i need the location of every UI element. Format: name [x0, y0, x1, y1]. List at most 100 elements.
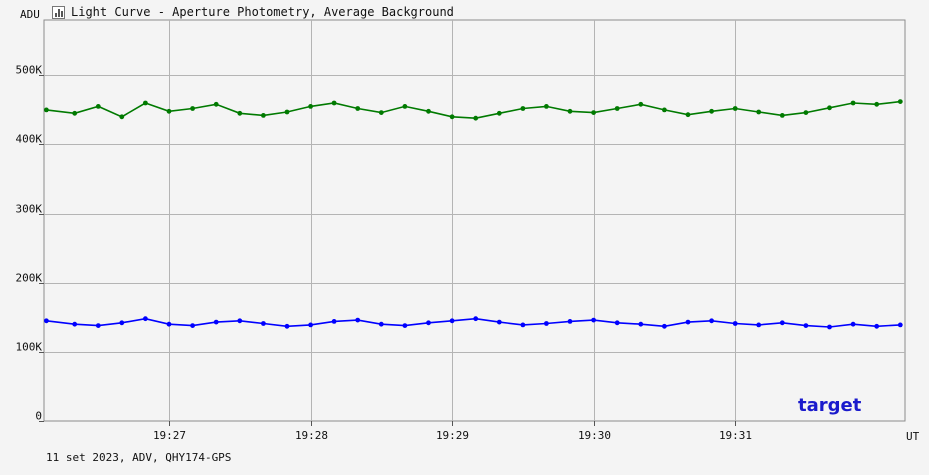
data-point: [850, 100, 856, 106]
data-point: [308, 322, 313, 328]
data-point: [496, 319, 502, 325]
data-point: [378, 321, 384, 327]
footer-caption: 11 set 2023, ADV, QHY174-GPS: [46, 451, 232, 464]
series-target: [44, 316, 903, 330]
data-point: [520, 322, 526, 328]
data-point: [803, 323, 809, 328]
data-point: [44, 107, 49, 113]
data-point: [449, 114, 455, 120]
series-layer: [44, 99, 903, 330]
data-point: [897, 99, 903, 104]
data-point: [732, 321, 738, 326]
grid-lines: [44, 20, 905, 421]
y-axis-ticks: 0 100K 200K 300K 400K 500K: [16, 64, 44, 423]
x-tick-label: 19:27: [153, 429, 186, 442]
data-point: [591, 317, 596, 323]
data-point: [614, 320, 620, 326]
chart-title-bar: Light Curve - Aperture Photometry, Avera…: [52, 3, 454, 21]
series-label-target: target: [798, 395, 862, 416]
data-point: [426, 108, 431, 114]
data-point: [756, 322, 762, 328]
data-point: [119, 320, 125, 326]
data-point: [473, 115, 479, 121]
data-point: [95, 104, 101, 109]
data-point: [72, 110, 78, 116]
data-point: [709, 318, 714, 324]
y-tick-label: 500K: [16, 64, 43, 77]
x-axis-ticks: 19:27 19:28 19:29 19:30 19:31: [153, 421, 752, 442]
data-point: [614, 106, 620, 111]
data-point: [237, 110, 243, 116]
x-tick-label: 19:29: [436, 429, 469, 442]
plot-area: [43, 19, 906, 422]
data-point: [166, 321, 172, 327]
data-point: [685, 112, 691, 118]
data-point: [779, 113, 785, 118]
data-point: [378, 110, 384, 115]
data-point: [143, 100, 148, 106]
x-tick-label: 19:28: [295, 429, 328, 442]
data-point: [331, 100, 337, 106]
x-tick-label: 19:31: [719, 429, 752, 442]
data-point: [355, 317, 361, 323]
data-point: [95, 323, 101, 328]
data-point: [732, 106, 738, 111]
data-point: [520, 106, 526, 111]
data-point: [567, 319, 573, 324]
data-point: [685, 319, 691, 325]
data-point: [662, 107, 667, 113]
data-point: [213, 319, 219, 325]
data-point: [662, 323, 667, 329]
data-point: [756, 109, 762, 115]
data-point: [874, 101, 880, 107]
data-point: [638, 101, 644, 107]
data-point: [567, 108, 573, 114]
data-point: [261, 113, 266, 118]
data-point: [284, 109, 290, 115]
data-point: [426, 320, 431, 326]
data-point: [709, 108, 714, 114]
data-point: [237, 318, 243, 324]
y-tick-label: 0: [35, 410, 42, 423]
data-point: [331, 319, 337, 324]
data-point: [119, 114, 125, 120]
data-point: [544, 321, 549, 326]
data-point: [874, 323, 880, 329]
data-point: [44, 318, 49, 324]
data-point: [190, 323, 196, 328]
data-point: [779, 320, 785, 326]
chart-icon[interactable]: [52, 5, 65, 19]
data-point: [402, 323, 408, 328]
chart-title: Light Curve - Aperture Photometry, Avera…: [71, 5, 454, 19]
y-axis-unit: ADU: [20, 8, 40, 21]
y-tick-label: 100K: [16, 341, 43, 354]
data-point: [284, 323, 290, 329]
data-point: [827, 324, 832, 330]
x-axis-unit: UT: [906, 430, 920, 443]
data-point: [496, 110, 502, 116]
data-point: [166, 108, 172, 114]
data-point: [544, 104, 549, 109]
data-point: [308, 104, 313, 109]
data-point: [261, 321, 266, 326]
data-point: [803, 110, 809, 115]
data-point: [473, 316, 479, 322]
series-comparison-0: [44, 99, 903, 121]
data-point: [402, 104, 408, 109]
y-tick-label: 300K: [16, 203, 43, 216]
data-point: [72, 321, 78, 327]
y-tick-label: 400K: [16, 133, 43, 146]
x-tick-label: 19:30: [578, 429, 611, 442]
data-point: [850, 321, 856, 327]
data-point: [190, 106, 196, 111]
data-point: [449, 318, 455, 324]
data-point: [355, 106, 361, 111]
data-point: [827, 105, 832, 111]
data-point: [897, 322, 903, 328]
data-point: [638, 321, 644, 327]
data-point: [591, 110, 596, 115]
data-point: [213, 101, 219, 107]
y-tick-label: 200K: [16, 272, 43, 285]
data-point: [143, 316, 148, 322]
